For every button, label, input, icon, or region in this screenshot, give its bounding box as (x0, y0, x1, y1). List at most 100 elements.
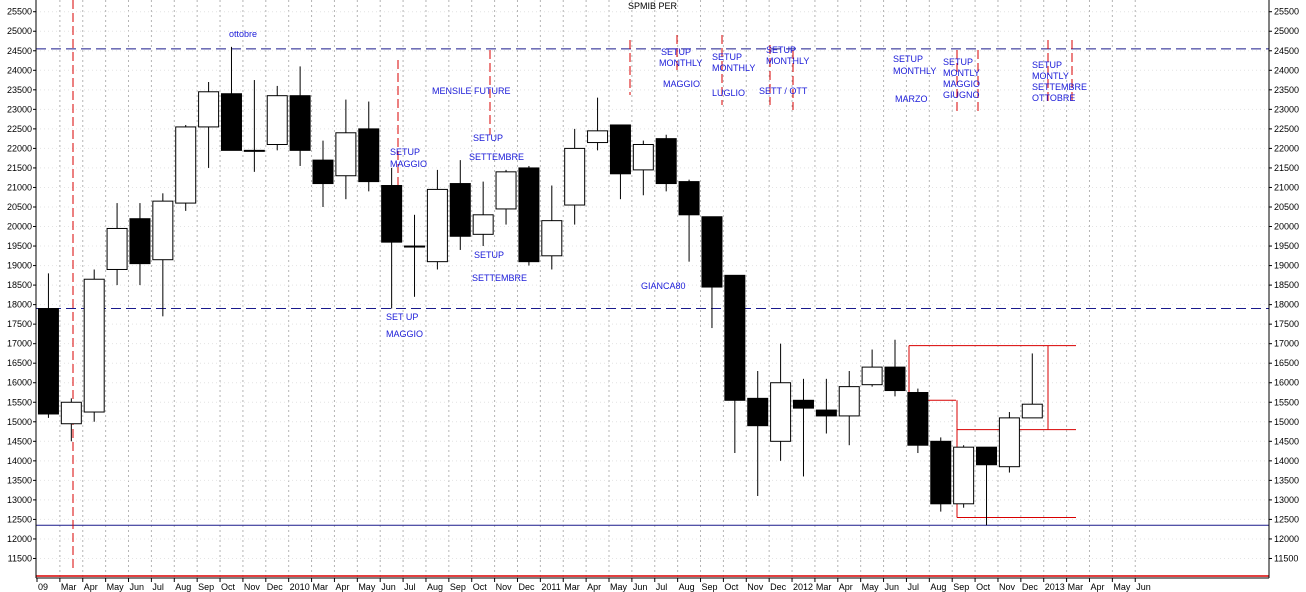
x-tick-label: Jul (907, 582, 919, 592)
bullish-candle (953, 446, 975, 505)
x-tick-label: May (862, 582, 880, 592)
bullish-candle (83, 278, 105, 413)
y-tick-label: 21500 (7, 163, 32, 173)
y-tick-label: 17000 (7, 339, 32, 349)
bearish-candle (289, 95, 311, 151)
x-tick-label: Jul (656, 582, 668, 592)
bullish-candle (770, 382, 792, 442)
y-tick-label: 22500 (1274, 124, 1299, 134)
y-tick-label: 17000 (1274, 339, 1299, 349)
y-tick-label: 25500 (7, 7, 32, 17)
annotation-text: SETUP (390, 147, 420, 157)
bearish-candle (907, 391, 929, 446)
y-tick-label: 11500 (8, 553, 32, 563)
y-tick-label: 24000 (1274, 65, 1299, 75)
bullish-candle (495, 171, 517, 210)
bearish-candle (976, 446, 998, 466)
y-tick-label: 21500 (1274, 163, 1299, 173)
annotation-text: OTTOBRE (1032, 93, 1075, 103)
y-tick-label: 14500 (7, 436, 32, 446)
bullish-candle (1021, 403, 1043, 419)
x-tick-label: May (610, 582, 628, 592)
bullish-candle (404, 245, 426, 248)
bullish-candle (861, 366, 883, 386)
bullish-candle (838, 386, 860, 417)
x-tick-label: 2010 (290, 582, 310, 592)
x-tick-label: Dec (770, 582, 787, 592)
annotation-text: SETUP (474, 250, 504, 260)
annotation-text: MONTHLY (659, 58, 702, 68)
red-setup-markers (72, 0, 1076, 572)
x-tick-label: Dec (518, 582, 535, 592)
annotation-text: MONTHLY (766, 56, 809, 66)
y-tick-label: 17500 (1274, 319, 1299, 329)
annotation-text: LUGLIO (712, 88, 745, 98)
bullish-candle (472, 214, 494, 235)
y-tick-label: 25000 (7, 26, 32, 36)
axes-layer (35, 0, 1270, 578)
annotation-text: MAGGIO (386, 329, 423, 339)
y-tick-label: 13000 (7, 495, 32, 505)
annotation-text: SETUP (1032, 60, 1062, 70)
annotation-text: SETUP (712, 52, 742, 62)
x-tick-label: Jun (130, 582, 145, 592)
annotation-text: SETTEMBRE (1032, 82, 1087, 92)
y-tick-label: 23500 (7, 85, 32, 95)
x-tick-label: Sep (953, 582, 969, 592)
y-tick-label: 21000 (7, 182, 32, 192)
annotation-text: MAGGIO (943, 79, 980, 89)
y-tick-label: 20000 (7, 222, 32, 232)
y-tick-label: 21000 (1274, 182, 1299, 192)
y-tick-label: 23000 (1274, 104, 1299, 114)
bullish-candle (541, 220, 563, 257)
bullish-candle (60, 401, 82, 425)
y-tick-label: 15000 (1274, 417, 1299, 427)
bearish-candle (655, 138, 677, 185)
x-tick-label: Oct (221, 582, 236, 592)
y-tick-label: 22500 (7, 124, 32, 134)
x-tick-label: Oct (724, 582, 739, 592)
bearish-candle (37, 308, 59, 415)
y-tick-label: 20000 (1274, 222, 1299, 232)
reference-lines (36, 48, 1269, 577)
bearish-candle (678, 181, 700, 216)
annotation-text: MONTLY (1032, 71, 1069, 81)
annotation-text: SETTEMBRE (472, 273, 527, 283)
bullish-candle (198, 91, 220, 128)
bearish-candle (884, 366, 906, 392)
x-tick-label: Jun (885, 582, 900, 592)
x-tick-label: 2013 (1045, 582, 1065, 592)
annotation-text: SETUP (473, 133, 503, 143)
y-tick-label: 19500 (7, 241, 32, 251)
x-tick-label: Nov (244, 582, 261, 592)
bullish-candle (564, 147, 586, 206)
bearish-candle (792, 399, 814, 409)
bullish-candle (106, 227, 128, 270)
bearish-candle (358, 128, 380, 183)
annotation-text: MONTLY (943, 68, 980, 78)
y-tick-label: 20500 (1274, 202, 1299, 212)
x-tick-label: Apr (335, 582, 349, 592)
y-axis-ticks: 11500 11500 12000 12000 12500 12500 13000 13000… (7, 7, 1299, 564)
y-tick-label: 11500 (1274, 553, 1298, 563)
bullish-candle (266, 95, 288, 145)
x-tick-label: Jun (633, 582, 648, 592)
x-tick-label: May (107, 582, 125, 592)
bearish-candle (381, 185, 403, 243)
y-tick-label: 23500 (1274, 85, 1299, 95)
bullish-candle (998, 417, 1020, 468)
y-tick-label: 12500 (7, 514, 32, 524)
y-tick-label: 19000 (7, 261, 32, 271)
bearish-candle (518, 167, 540, 263)
x-tick-label: Mar (313, 582, 329, 592)
annotation-text: MONTHLY (712, 63, 755, 73)
bullish-candle (587, 130, 609, 144)
y-tick-label: 15500 (1274, 397, 1299, 407)
bearish-candle (747, 397, 769, 427)
x-tick-label: Nov (999, 582, 1016, 592)
x-tick-label: Mar (61, 582, 77, 592)
x-tick-label: 09 (38, 582, 48, 592)
bearish-candle (724, 274, 746, 401)
x-tick-label: Sep (702, 582, 718, 592)
annotation-text: MAGGIO (390, 159, 427, 169)
